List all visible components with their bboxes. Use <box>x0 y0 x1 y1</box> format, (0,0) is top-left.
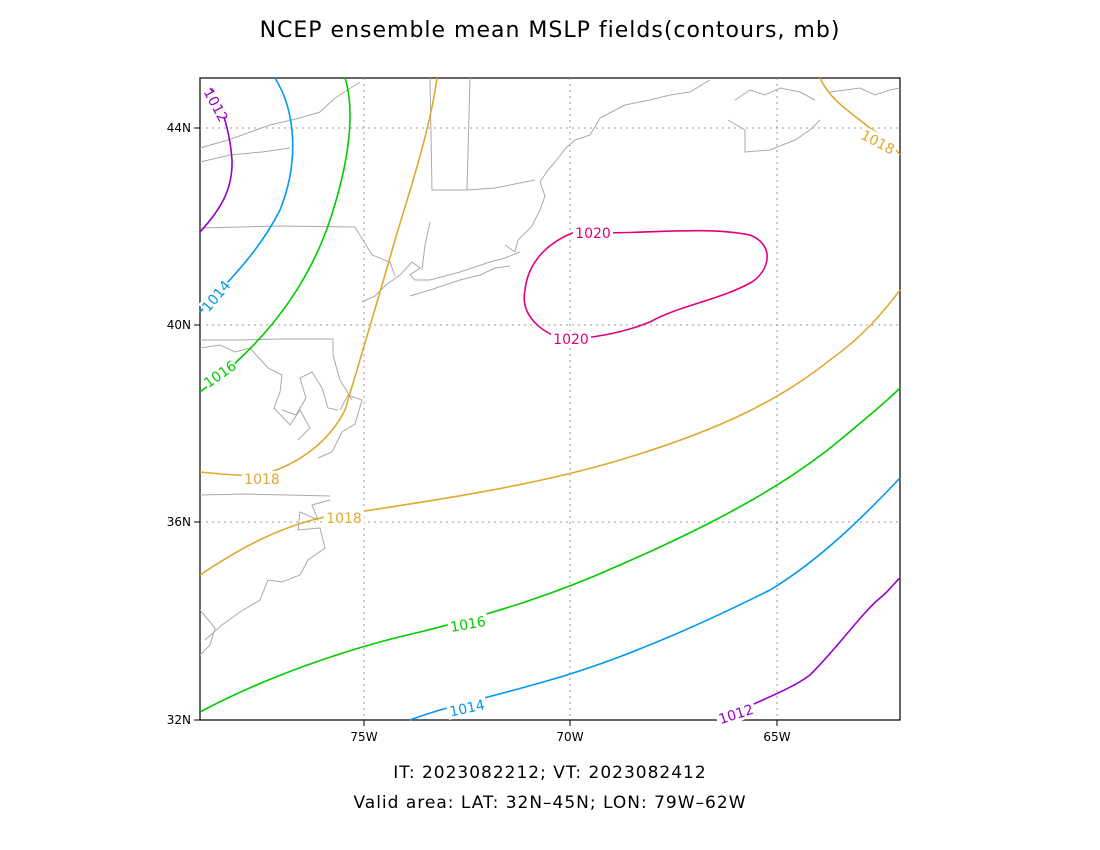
contour-label: 1016 <box>449 614 487 636</box>
footer-init-valid-time: IT: 2023082212; VT: 2023082412 <box>0 763 1100 783</box>
x-tick-label: 70W <box>556 730 583 744</box>
contour-label: 1018 <box>858 127 897 158</box>
contour-label: 1012 <box>717 702 756 728</box>
y-tick-label: 40N <box>167 318 191 332</box>
contour-1014-s <box>410 478 900 720</box>
contour-label: 1018 <box>244 472 280 488</box>
contour-label: 1016 <box>201 358 239 392</box>
contour-1016-s <box>200 388 900 712</box>
y-tick-label: 32N <box>167 713 191 727</box>
contour-label: 1018 <box>326 511 362 527</box>
y-tick-label: 44N <box>167 121 191 135</box>
contour-label: 1020 <box>575 226 611 242</box>
contour-label: 1012 <box>200 86 231 125</box>
x-tick-label: 75W <box>350 730 377 744</box>
contour-label: 1014 <box>448 697 486 720</box>
tick-marks <box>194 128 777 726</box>
x-tick-label: 65W <box>763 730 790 744</box>
contour-1012-se <box>720 578 900 720</box>
coastlines <box>200 78 900 655</box>
contour-label: 1014 <box>199 278 234 316</box>
contour-1020 <box>524 231 767 340</box>
y-tick-label: 36N <box>167 515 191 529</box>
contour-1016-nw <box>200 78 350 392</box>
contour-label: 1020 <box>553 332 589 348</box>
footer-valid-area: Valid area: LAT: 32N–45N; LON: 79W–62W <box>0 793 1100 813</box>
contour-labels: 1012 1014 1016 1018 1018 1018 1020 1020 … <box>198 86 899 728</box>
